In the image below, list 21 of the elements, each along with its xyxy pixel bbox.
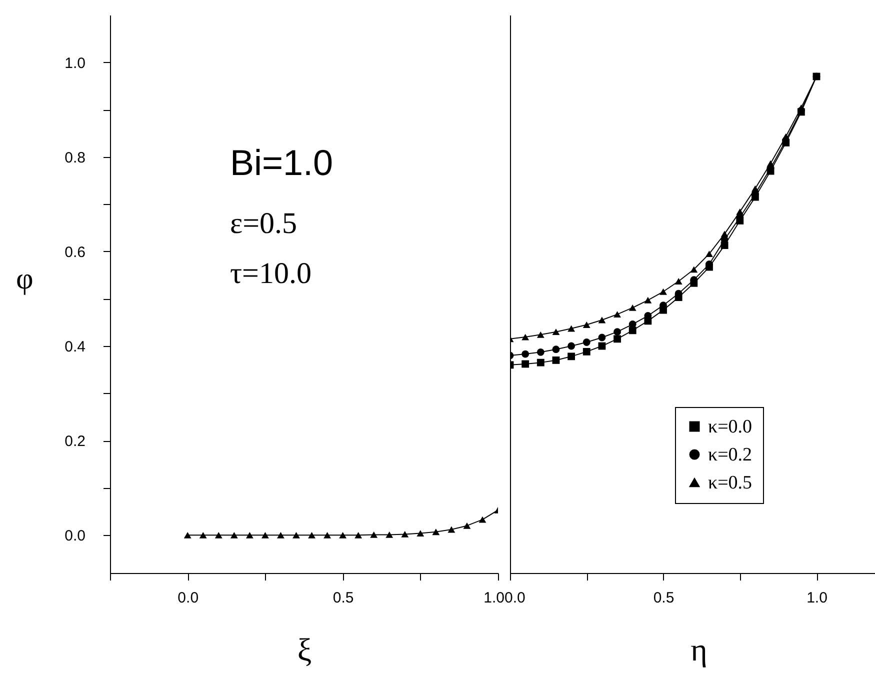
y-tick-label: 0.0 — [64, 528, 86, 545]
y-tick-label: 0.4 — [64, 338, 86, 356]
x-tick-label: 1.0 — [484, 590, 504, 606]
y-tick-label: 0.2 — [64, 433, 86, 450]
x-axis-title: ξ — [297, 632, 312, 668]
legend-label: κ=0.5 — [708, 472, 752, 494]
x-tick-label: 1.0 — [806, 590, 828, 606]
y-axis-title: φ — [16, 262, 34, 296]
x-tick-label: 0.5 — [653, 590, 674, 606]
y-tick-label: 0.6 — [64, 244, 86, 261]
annotation: Bi=1.0 — [230, 142, 334, 183]
annotation: ε=0.5 — [230, 207, 298, 240]
legend-label: κ=0.0 — [708, 416, 752, 438]
annotation: τ=10.0 — [230, 257, 312, 290]
x-tick-label: 0.0 — [504, 590, 526, 606]
y-tick-label: 1.0 — [64, 54, 86, 72]
legend-label: κ=0.2 — [708, 444, 752, 466]
y-tick-label: 0.8 — [64, 149, 86, 166]
x-tick-label: 0.0 — [178, 590, 199, 606]
x-axis-title: η — [690, 632, 708, 668]
x-tick-label: 0.5 — [332, 590, 354, 606]
